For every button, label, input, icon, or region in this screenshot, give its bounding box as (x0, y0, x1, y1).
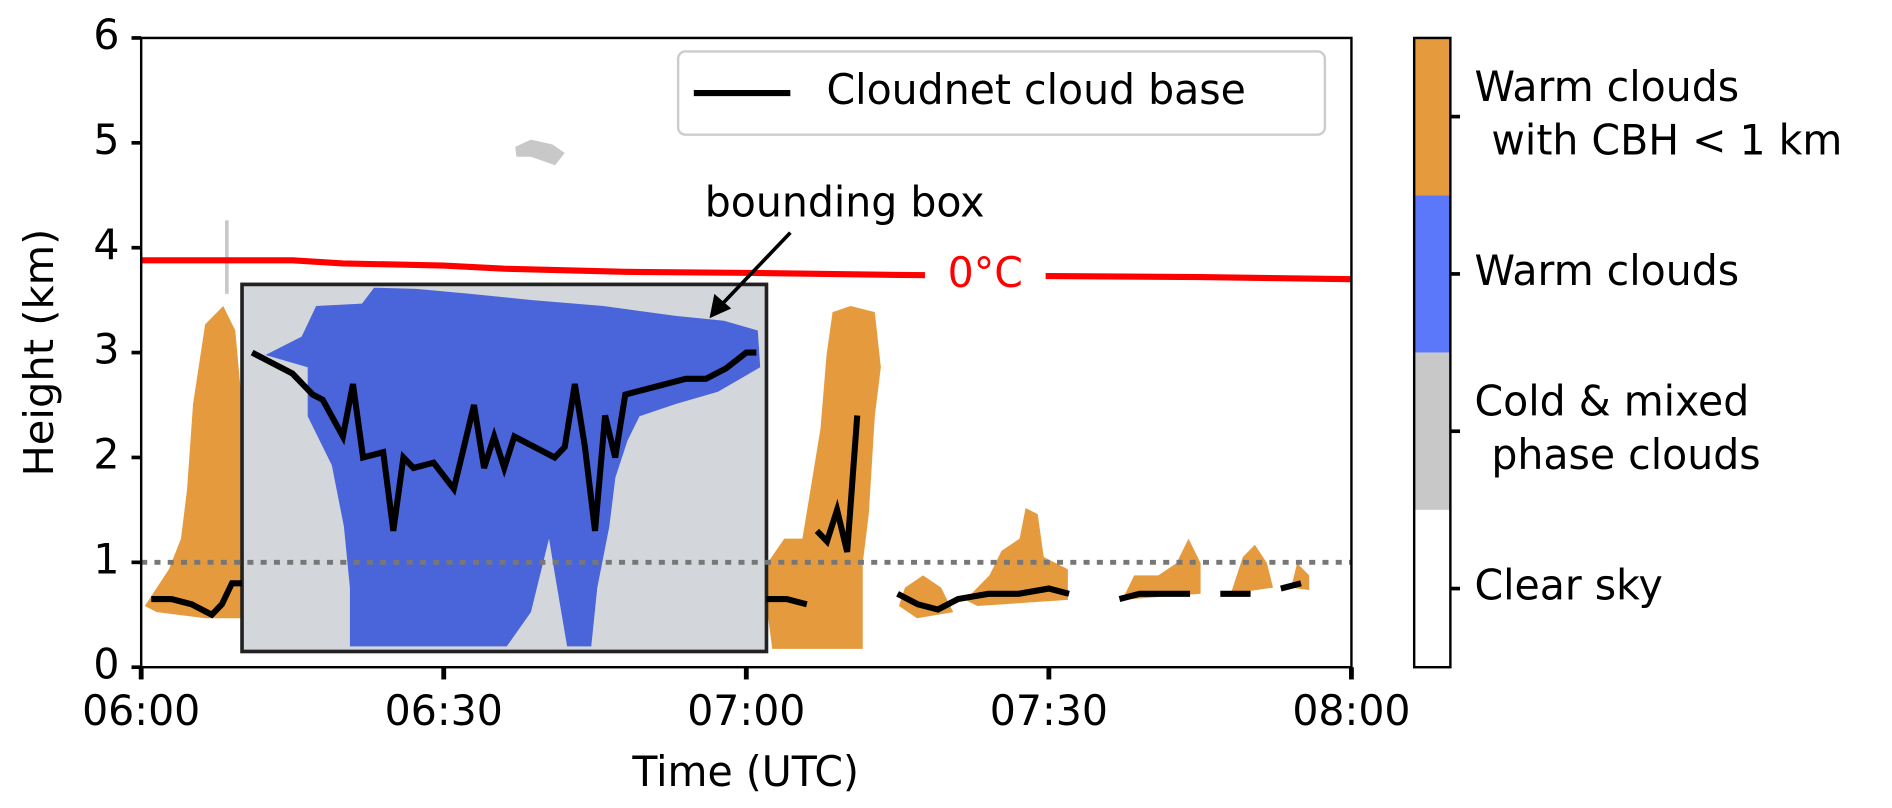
x-axis-label: Time (UTC) (631, 748, 859, 796)
warm-low-cloud (1122, 538, 1201, 600)
y-tick-label: 3 (93, 325, 119, 373)
y-tick-label: 5 (93, 116, 119, 164)
x-tick-label: 06:30 (385, 687, 503, 735)
warm-cloud (265, 287, 761, 647)
x-tick-label: 07:00 (687, 687, 805, 735)
annotation: bounding box (705, 178, 985, 226)
x-tick-label: 06:00 (82, 687, 200, 735)
warm-low-cloud (144, 306, 254, 619)
annotation-arrow (716, 231, 792, 310)
colorbar-segment (1414, 509, 1451, 668)
cloud-mask (144, 306, 254, 619)
x-tick-label: 08:00 (1292, 687, 1410, 735)
annotation-arrowhead (709, 293, 732, 319)
legend-box (676, 50, 1327, 136)
colorbar-label: phase clouds (1491, 431, 1760, 479)
warm-low-cloud (965, 508, 1068, 606)
colorbar-label: Warm clouds (1475, 62, 1740, 110)
colorbar-segment (1414, 37, 1451, 196)
y-axis-label: Height (km) (15, 229, 63, 477)
legend-label: Cloudnet cloud base (827, 66, 1246, 114)
cold-cloud (515, 139, 565, 166)
colorbar-segment (1414, 352, 1451, 510)
colorbar-label: Clear sky (1475, 561, 1663, 609)
y-tick-label: 2 (93, 430, 119, 478)
y-tick-label: 0 (93, 640, 119, 688)
freezing-level-line (141, 257, 1352, 283)
colorbar-segment (1414, 195, 1451, 353)
colorbar-label: with CBH < 1 km (1491, 116, 1842, 164)
y-tick-label: 4 (93, 221, 119, 269)
y-tick-label: 6 (93, 11, 119, 59)
warm-low-cloud (1230, 544, 1273, 594)
cloud-base-line (151, 349, 1302, 619)
colorbar-frame (1412, 36, 1452, 669)
x-tick-label: 07:30 (990, 687, 1108, 735)
colorbar-label: Cold & mixed (1475, 377, 1750, 425)
legend: Cloudnet cloud base (676, 50, 1327, 136)
line-label: 0°C (948, 249, 1023, 297)
bounding-box-frame (240, 282, 769, 654)
label-background (924, 251, 1046, 301)
y-tick-label: 1 (93, 535, 119, 583)
colorbar-label: Warm clouds (1475, 247, 1740, 295)
